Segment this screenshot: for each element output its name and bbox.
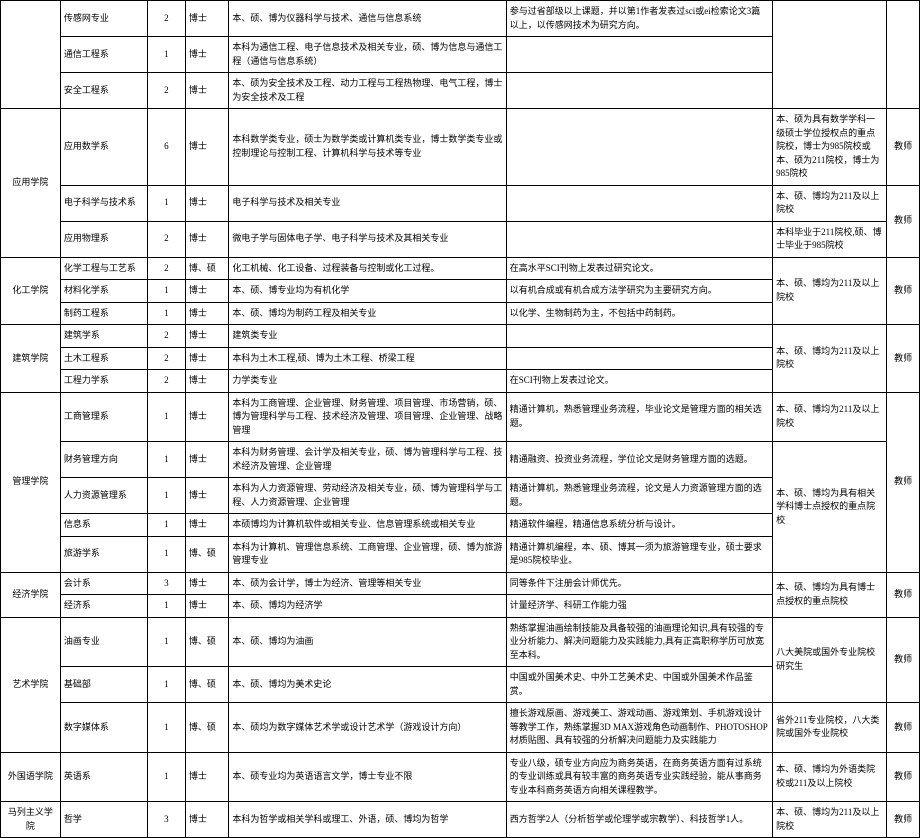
num-cell: 2 (147, 1, 185, 37)
pos-cell (887, 1, 920, 109)
recruitment-table: 传感网专业 2 博士 本、硕、博为仪器科学与技术、通信与信息系统 参与过省部级以… (0, 0, 920, 838)
table-row: 应用物理系 2 博士 微电子学与固体电子学、电子科学与技术及其相关专业 本科毕业… (1, 221, 920, 257)
table-row: 经济学院 会计系 3 博士 本、硕为会计学，博士为经济、管理等相关专业 同等条件… (1, 572, 920, 595)
college-cell: 应用学院 (1, 109, 61, 258)
table-row: 数字媒体系 1 博、硕 本、硕均为数字媒体艺术学或设计艺术学（游戏设计方向） 擅… (1, 703, 920, 753)
req-cell: 参与过省部级以上课题，并以第1作者发表过sci或ei检索论文3篇以上，以传感网技… (506, 1, 772, 37)
degree-cell: 博士 (185, 1, 229, 37)
table-row: 电子科学与技术系 1 博士 电子科学与技术及相关专业 本、硕、博均为211及以上… (1, 185, 920, 221)
college-cell (1, 1, 61, 109)
table-row: 传感网专业 2 博士 本、硕、博为仪器科学与技术、通信与信息系统 参与过省部级以… (1, 1, 920, 37)
table-row: 艺术学院 油画专业 1 博、硕 本、硕、博均为油画 熟练掌握油画绘制技能及具备较… (1, 617, 920, 667)
table-row: 管理学院 工商管理系 1 博士 本科为工商管理、企业管理、财务管理、项目管理、市… (1, 392, 920, 442)
note-cell (773, 1, 887, 109)
dept-cell: 传感网专业 (60, 1, 147, 37)
table-row: 建筑学院 建筑学系 2 博士 建筑类专业 本、硕、博均为211及以上院校 教师 (1, 325, 920, 348)
table-row: 马列主义学院 哲学 3 博士 本科为哲学或相关学科或理工、外语，硕、博均为哲学 … (1, 802, 920, 838)
table-row: 外国语学院 英语系 1 博士 本、硕专业均为英语语言文学，博士专业不限 专业八级… (1, 752, 920, 802)
table-row: 应用学院 应用数学系 6 博士 本科数学类专业，硕士为数学类或计算机类专业，博士… (1, 109, 920, 186)
table-row: 财务管理方向 1 博士 本科为财务管理、会计学及相关专业，硕、博为管理科学与工程… (1, 442, 920, 478)
major-cell: 本、硕、博为仪器科学与技术、通信与信息系统 (229, 1, 506, 37)
table-row: 化工学院 化学工程与工艺系 2 博、硕 化工机械、化工设备、过程装备与控制或化工… (1, 257, 920, 280)
